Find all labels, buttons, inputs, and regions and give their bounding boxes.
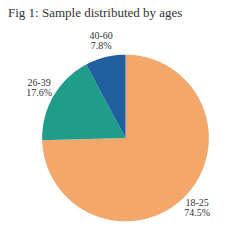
html-text:Fig 1: Sample distributed by a: Fig 1: Sample distributed by ages — [8, 5, 183, 20]
svg-text:26-3917.6%: 26-3917.6% — [26, 77, 52, 98]
svg-text:18-2574.5%: 18-2574.5% — [184, 197, 210, 218]
svg-text:40-607.8%: 40-607.8% — [90, 30, 113, 51]
